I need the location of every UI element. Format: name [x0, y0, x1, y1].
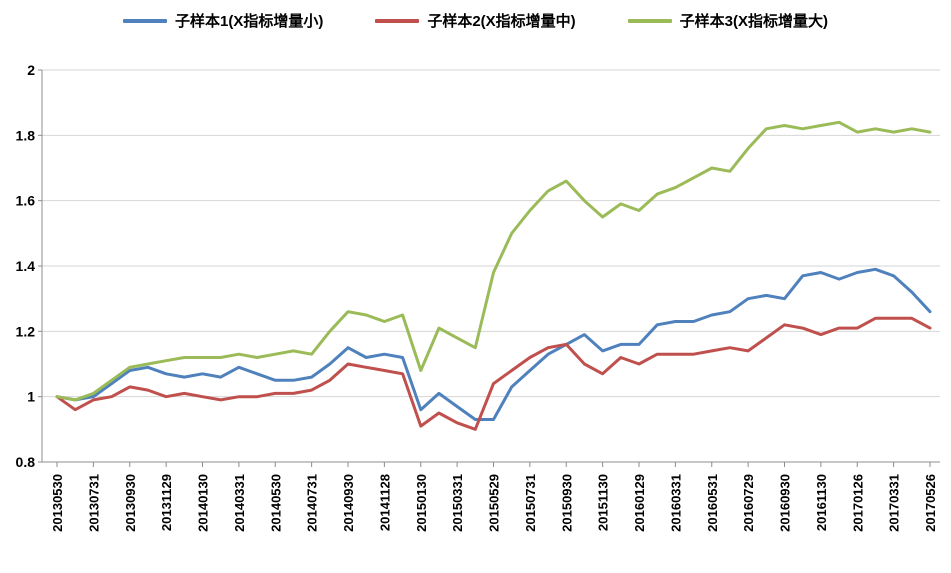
series1-legend-label: 子样本1(X指标增量小)	[174, 13, 324, 30]
legend-item-series1: 子样本1(X指标增量小)	[122, 10, 324, 31]
x-axis-tick-label: 20160729	[741, 474, 756, 532]
series2-line-swatch	[375, 18, 420, 23]
x-axis-tick-label: 20160331	[668, 474, 683, 532]
series1-line-swatch	[122, 18, 167, 23]
y-axis-tick-label: 0.8	[16, 454, 36, 470]
x-axis-tick-label: 20170526	[923, 474, 938, 532]
legend-item-series2: 子样本2(X指标增量中)	[375, 10, 576, 31]
x-axis-tick-label: 20140530	[268, 474, 283, 532]
series3-legend-label: 子样本3(X指标增量大)	[679, 13, 829, 30]
series2-legend-label: 子样本2(X指标增量中)	[427, 13, 576, 30]
x-axis-tick-label: 20170126	[850, 474, 865, 532]
x-axis-tick-label: 20140331	[232, 474, 247, 532]
y-axis-tick-label: 2	[27, 62, 35, 78]
x-axis-tick-label: 20131129	[159, 474, 174, 531]
x-axis-tick-label: 20141128	[377, 474, 392, 531]
x-axis-tick-label: 20160531	[705, 474, 720, 532]
x-axis-tick-label: 20160930	[778, 474, 793, 532]
y-axis-tick-label: 1.2	[16, 323, 36, 339]
x-axis-tick-label: 20150529	[487, 474, 502, 532]
x-axis-tick-label: 20150930	[559, 474, 574, 532]
x-axis-tick-label: 20140731	[305, 474, 320, 532]
x-axis-tick-label: 20150331	[450, 474, 465, 532]
x-axis-tick-label: 20150130	[414, 474, 429, 532]
series3-line-swatch	[627, 18, 672, 23]
x-axis-tick-label: 20160129	[632, 474, 647, 532]
y-axis-tick-label: 1.8	[16, 127, 36, 143]
x-axis-tick-label: 20130930	[123, 474, 138, 532]
x-axis-tick-label: 20130731	[86, 474, 101, 532]
x-axis-tick-label: 20150731	[523, 474, 538, 532]
series-line-3	[55, 120, 932, 402]
x-axis-tick-label: 20151130	[596, 474, 611, 531]
legend: 子样本1(X指标增量小) 子样本2(X指标增量中) 子样本3(X指标增量大)	[0, 10, 951, 31]
x-axis-tick-label: 20161130	[814, 474, 829, 531]
y-axis-tick-label: 1.4	[16, 258, 36, 274]
legend-item-series3: 子样本3(X指标增量大)	[627, 10, 829, 31]
series-line-1	[55, 267, 932, 421]
x-axis-tick-label: 20140930	[341, 474, 356, 532]
y-axis-tick-label: 1.6	[16, 193, 36, 209]
series-line-2	[55, 316, 932, 431]
x-axis-tick-label: 20170331	[887, 474, 902, 532]
x-axis-tick-label: 20140130	[196, 474, 211, 532]
y-axis-tick-label: 1	[27, 389, 35, 405]
x-axis-tick-label: 20130530	[50, 474, 65, 532]
